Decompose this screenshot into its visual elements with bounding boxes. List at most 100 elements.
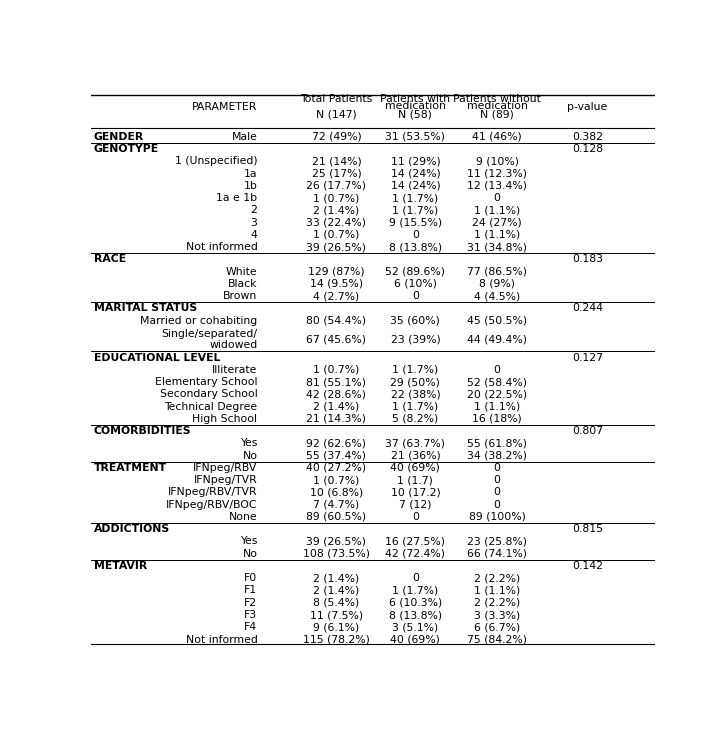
- Text: No: No: [242, 451, 258, 461]
- Text: 2 (1.4%): 2 (1.4%): [313, 573, 360, 584]
- Text: 22 (38%): 22 (38%): [390, 389, 440, 399]
- Text: None: None: [229, 512, 258, 522]
- Text: 31 (34.8%): 31 (34.8%): [467, 242, 527, 252]
- Text: Patients with: Patients with: [381, 94, 451, 104]
- Text: 0: 0: [412, 291, 419, 301]
- Text: 67 (45.6%): 67 (45.6%): [306, 334, 366, 344]
- Text: 1b: 1b: [244, 181, 258, 191]
- Text: 6 (10.3%): 6 (10.3%): [389, 597, 442, 608]
- Text: 25 (17%): 25 (17%): [312, 169, 361, 178]
- Text: Single/separated/: Single/separated/: [162, 329, 258, 339]
- Text: medication: medication: [467, 101, 528, 111]
- Text: 80 (54.4%): 80 (54.4%): [306, 316, 366, 326]
- Text: 0.244: 0.244: [572, 303, 603, 313]
- Text: 0.142: 0.142: [572, 561, 603, 571]
- Text: IFNpeg/RBV/TVR: IFNpeg/RBV/TVR: [168, 487, 258, 498]
- Text: 11 (12.3%): 11 (12.3%): [467, 169, 527, 178]
- Text: 66 (74.1%): 66 (74.1%): [467, 549, 527, 559]
- Text: 29 (50%): 29 (50%): [390, 377, 440, 387]
- Text: 9 (10%): 9 (10%): [475, 156, 519, 167]
- Text: 33 (22.4%): 33 (22.4%): [306, 218, 366, 228]
- Text: No: No: [242, 549, 258, 559]
- Text: medication: medication: [385, 101, 446, 111]
- Text: 8 (13.8%): 8 (13.8%): [389, 610, 442, 620]
- Text: 31 (53.5%): 31 (53.5%): [385, 132, 446, 142]
- Text: 1 (0.7%): 1 (0.7%): [313, 230, 360, 240]
- Text: PARAMETER: PARAMETER: [192, 102, 258, 112]
- Text: 0: 0: [494, 193, 501, 203]
- Text: 4 (2.7%): 4 (2.7%): [313, 291, 360, 301]
- Text: 1 (0.7%): 1 (0.7%): [313, 365, 360, 375]
- Text: Elementary School: Elementary School: [155, 377, 258, 387]
- Text: F1: F1: [245, 586, 258, 595]
- Text: 39 (26.5%): 39 (26.5%): [306, 242, 366, 252]
- Text: GENOTYPE: GENOTYPE: [94, 144, 159, 154]
- Text: 2: 2: [250, 206, 258, 215]
- Text: IFNpeg/RBV: IFNpeg/RBV: [193, 463, 258, 473]
- Text: F2: F2: [245, 597, 258, 608]
- Text: 10 (17.2): 10 (17.2): [390, 487, 440, 498]
- Text: Brown: Brown: [223, 291, 258, 301]
- Text: 1 (1.1%): 1 (1.1%): [474, 586, 521, 595]
- Text: 52 (58.4%): 52 (58.4%): [467, 377, 527, 387]
- Text: Secondary School: Secondary School: [159, 389, 258, 399]
- Text: 23 (39%): 23 (39%): [390, 334, 440, 344]
- Text: 21 (36%): 21 (36%): [390, 451, 440, 461]
- Text: 24 (27%): 24 (27%): [472, 218, 522, 228]
- Text: 2 (2.2%): 2 (2.2%): [474, 597, 521, 608]
- Text: 6 (6.7%): 6 (6.7%): [474, 622, 521, 632]
- Text: 0: 0: [494, 487, 501, 498]
- Text: 0.815: 0.815: [572, 524, 603, 534]
- Text: EDUCATIONAL LEVEL: EDUCATIONAL LEVEL: [94, 352, 220, 363]
- Text: 55 (61.8%): 55 (61.8%): [467, 438, 527, 448]
- Text: Total Patients: Total Patients: [301, 94, 373, 104]
- Text: 0.127: 0.127: [572, 352, 603, 363]
- Text: 2 (1.4%): 2 (1.4%): [313, 586, 360, 595]
- Text: 5 (8.2%): 5 (8.2%): [392, 414, 438, 424]
- Text: N (89): N (89): [480, 109, 514, 120]
- Text: 1 (1.1%): 1 (1.1%): [474, 401, 521, 412]
- Text: White: White: [226, 266, 258, 277]
- Text: 75 (84.2%): 75 (84.2%): [467, 634, 527, 644]
- Text: High School: High School: [192, 414, 258, 424]
- Text: Technical Degree: Technical Degree: [165, 401, 258, 412]
- Text: Not informed: Not informed: [186, 242, 258, 252]
- Text: 0: 0: [412, 230, 419, 240]
- Text: 40 (69%): 40 (69%): [390, 463, 440, 473]
- Text: 45 (50.5%): 45 (50.5%): [467, 316, 527, 326]
- Text: F4: F4: [245, 622, 258, 632]
- Text: 129 (87%): 129 (87%): [308, 266, 365, 277]
- Text: MARITAL STATUS: MARITAL STATUS: [94, 303, 197, 313]
- Text: Patients without: Patients without: [454, 94, 541, 104]
- Text: TREATMENT: TREATMENT: [94, 463, 167, 473]
- Text: 40 (69%): 40 (69%): [390, 634, 440, 644]
- Text: 14 (24%): 14 (24%): [390, 169, 440, 178]
- Text: Not informed: Not informed: [186, 634, 258, 644]
- Text: 0: 0: [494, 500, 501, 509]
- Text: 1 (Unspecified): 1 (Unspecified): [175, 156, 258, 167]
- Text: Married or cohabiting: Married or cohabiting: [141, 316, 258, 326]
- Text: 11 (7.5%): 11 (7.5%): [310, 610, 363, 620]
- Text: 40 (27.2%): 40 (27.2%): [306, 463, 366, 473]
- Text: 37 (63.7%): 37 (63.7%): [385, 438, 446, 448]
- Text: Male: Male: [232, 132, 258, 142]
- Text: Illiterate: Illiterate: [212, 365, 258, 375]
- Text: 0: 0: [494, 475, 501, 485]
- Text: 2 (1.4%): 2 (1.4%): [313, 206, 360, 215]
- Text: 42 (28.6%): 42 (28.6%): [306, 389, 366, 399]
- Text: 1 (0.7%): 1 (0.7%): [313, 475, 360, 485]
- Text: 1a: 1a: [244, 169, 258, 178]
- Text: 41 (46%): 41 (46%): [472, 132, 522, 142]
- Text: 108 (73.5%): 108 (73.5%): [303, 549, 370, 559]
- Text: 1 (0.7%): 1 (0.7%): [313, 193, 360, 203]
- Text: 21 (14.3%): 21 (14.3%): [306, 414, 366, 424]
- Text: 21 (14%): 21 (14%): [312, 156, 361, 167]
- Text: Black: Black: [228, 279, 258, 289]
- Text: 1 (1.7%): 1 (1.7%): [392, 193, 438, 203]
- Text: 10 (6.8%): 10 (6.8%): [310, 487, 363, 498]
- Text: IFNpeg/TVR: IFNpeg/TVR: [194, 475, 258, 485]
- Text: COMORBIDITIES: COMORBIDITIES: [94, 426, 191, 436]
- Text: 35 (60%): 35 (60%): [390, 316, 440, 326]
- Text: p-value: p-value: [567, 102, 608, 112]
- Text: 4 (4.5%): 4 (4.5%): [474, 291, 521, 301]
